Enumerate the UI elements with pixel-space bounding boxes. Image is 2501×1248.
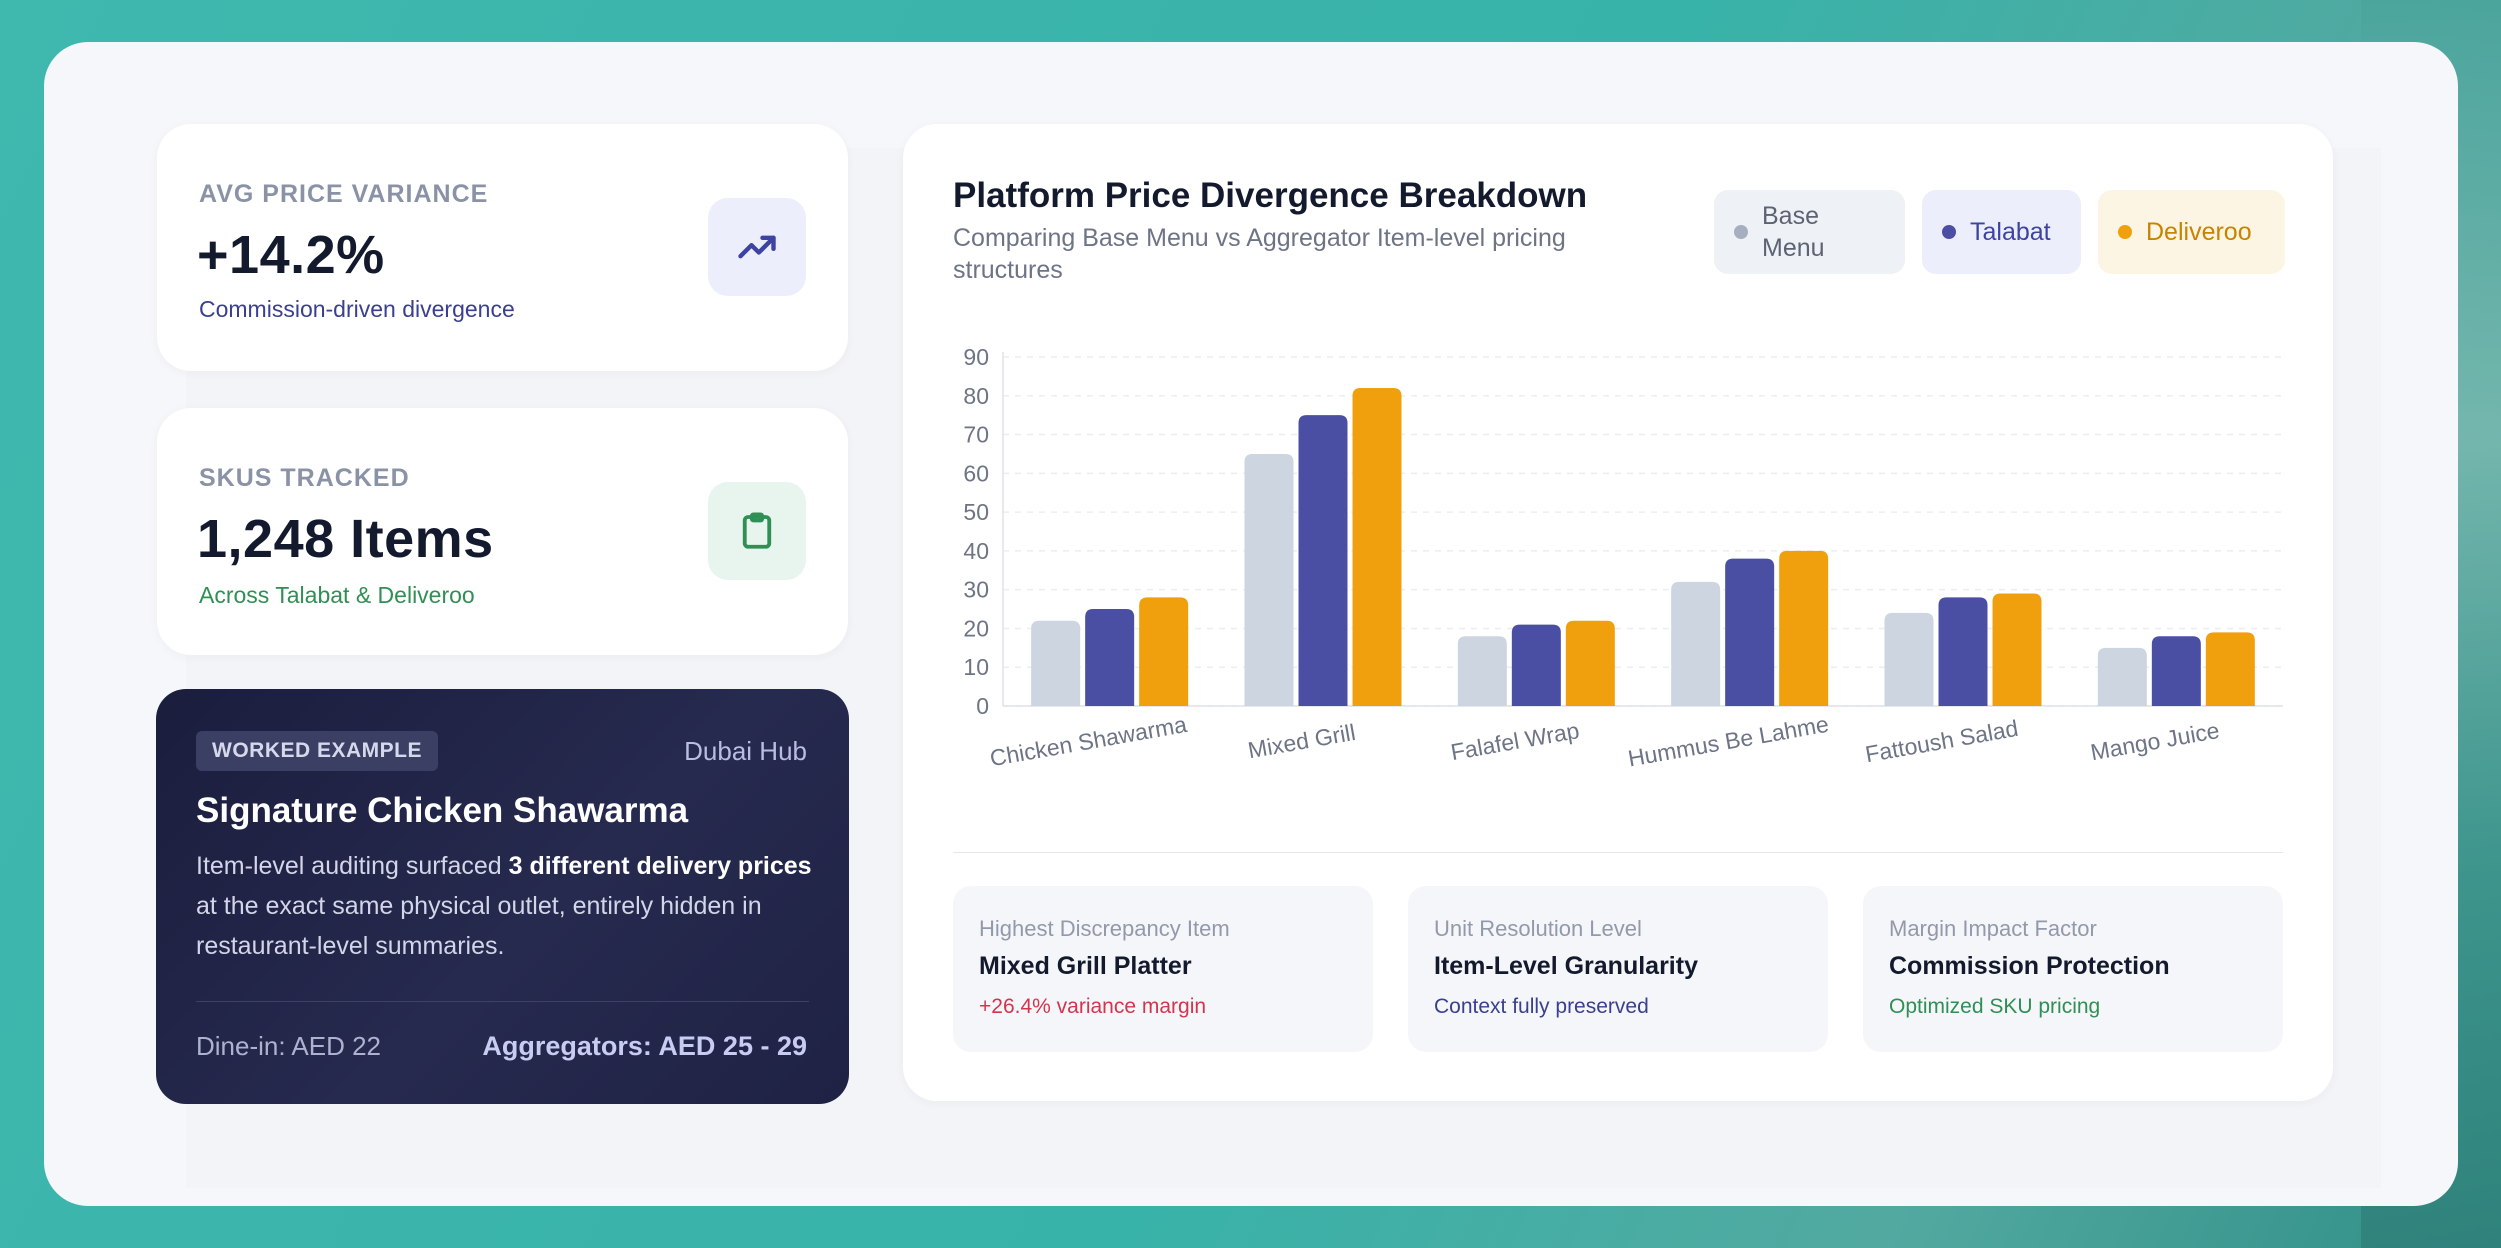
bar-deliveroo: [1565, 620, 1615, 706]
legend-item-deliveroo[interactable]: Deliveroo: [2098, 190, 2285, 274]
y-tick-label: 50: [963, 499, 989, 525]
divider: [196, 1001, 809, 1002]
x-tick-label: Mixed Grill: [1246, 719, 1357, 763]
legend-label: Base Menu: [1762, 202, 1825, 262]
legend-dot: [1942, 225, 1956, 239]
kpi-card-variance: AVG PRICE VARIANCE +14.2% Commission-dri…: [157, 124, 848, 371]
aggregator-price-range: Aggregators: AED 25 - 29: [482, 1031, 807, 1061]
bar-base-menu: [1457, 636, 1507, 706]
kpi-subtext: Commission-driven divergence: [199, 296, 515, 322]
stat-label: Highest Discrepancy Item: [979, 916, 1230, 941]
y-tick-label: 80: [963, 383, 989, 409]
bar-talabat: [2151, 636, 2201, 706]
chart-card: Platform Price Divergence Breakdown Comp…: [903, 124, 2333, 1101]
y-tick-label: 0: [976, 693, 989, 719]
worked-example-badge: WORKED EXAMPLE: [196, 731, 439, 771]
bar-base-menu: [2097, 647, 2147, 706]
location-label: Dubai Hub: [684, 736, 807, 766]
bar-base-menu: [1884, 612, 1934, 706]
example-title: Signature Chicken Shawarma: [196, 791, 689, 830]
kpi-value: 1,248 Items: [197, 509, 494, 569]
legend-dot: [2118, 225, 2132, 239]
bar-base-menu: [1031, 620, 1081, 706]
divider: [953, 852, 2283, 853]
y-tick-label: 70: [963, 422, 989, 448]
example-highlight: 3 different delivery prices: [508, 852, 812, 880]
y-tick-label: 10: [963, 654, 989, 680]
legend-dot: [1734, 225, 1748, 239]
dine-in-price: Dine-in: AED 22: [196, 1031, 381, 1061]
stat-label: Margin Impact Factor: [1889, 916, 2097, 941]
bar-deliveroo: [2205, 632, 2255, 706]
x-tick-label: Falafel Wrap: [1449, 717, 1582, 765]
kpi-subtext: Across Talabat & Deliveroo: [199, 582, 475, 608]
bar-talabat: [1085, 609, 1135, 706]
bar-talabat: [1511, 624, 1561, 706]
stat-value: Mixed Grill Platter: [979, 952, 1192, 980]
stat-note: Optimized SKU pricing: [1889, 995, 2101, 1018]
legend-label: Talabat: [1970, 217, 2051, 246]
bar-talabat: [1938, 597, 1988, 706]
stat-note: +26.4% variance margin: [979, 995, 1207, 1018]
stat-value: Item-Level Granularity: [1434, 952, 1698, 980]
trending-up-icon: [708, 198, 806, 296]
stat-note: Context fully preserved: [1434, 995, 1649, 1018]
worked-example-card: WORKED EXAMPLE Dubai Hub Signature Chick…: [156, 689, 849, 1104]
y-tick-label: 60: [963, 460, 989, 486]
kpi-card-skus: SKUS TRACKED 1,248 Items Across Talabat …: [157, 408, 848, 655]
stat-card-resolution: Unit Resolution Level Item-Level Granula…: [1408, 886, 1828, 1052]
chart-subtitle: Comparing Base Menu vs Aggregator Item-l…: [953, 224, 1566, 284]
bar-deliveroo: [1139, 597, 1189, 706]
y-tick-label: 30: [963, 577, 989, 603]
clipboard-icon: [708, 482, 806, 580]
bar-deliveroo: [1779, 550, 1829, 706]
bar-talabat: [1725, 558, 1775, 706]
y-tick-label: 90: [963, 344, 989, 370]
kpi-value: +14.2%: [197, 225, 385, 285]
y-tick-label: 40: [963, 538, 989, 564]
chart-title: Platform Price Divergence Breakdown: [953, 176, 1588, 215]
stat-value: Commission Protection: [1889, 952, 2170, 980]
example-description: Item-level auditing surfaced 3 different…: [196, 852, 812, 960]
bar-base-menu: [1244, 453, 1294, 706]
kpi-label: SKUS TRACKED: [199, 464, 410, 492]
stat-card-discrepancy: Highest Discrepancy Item Mixed Grill Pla…: [953, 886, 1373, 1052]
bar-chart: 0 10 20 30 40 50 60 70 80 90 Chicken Shawarma Mixed…: [963, 344, 2283, 772]
x-tick-label: Chicken Shawarma: [988, 711, 1189, 771]
legend-item-talabat[interactable]: Talabat: [1922, 190, 2081, 274]
legend-item-base-menu[interactable]: Base Menu: [1714, 190, 1905, 274]
bar-base-menu: [1671, 581, 1721, 706]
legend-label: Deliveroo: [2146, 217, 2252, 246]
y-tick-label: 20: [963, 615, 989, 641]
stat-label: Unit Resolution Level: [1434, 916, 1642, 941]
x-tick-label: Hummus Be Lahme: [1626, 711, 1831, 772]
bar-talabat: [1298, 415, 1348, 706]
bar-deliveroo: [1992, 593, 2042, 706]
bar-deliveroo: [1352, 388, 1402, 706]
kpi-label: AVG PRICE VARIANCE: [199, 180, 489, 208]
x-tick-label: Fattoush Salad: [1863, 715, 2020, 767]
x-tick-label: Mango Juice: [2088, 717, 2221, 765]
stat-card-margin: Margin Impact Factor Commission Protecti…: [1863, 886, 2283, 1052]
